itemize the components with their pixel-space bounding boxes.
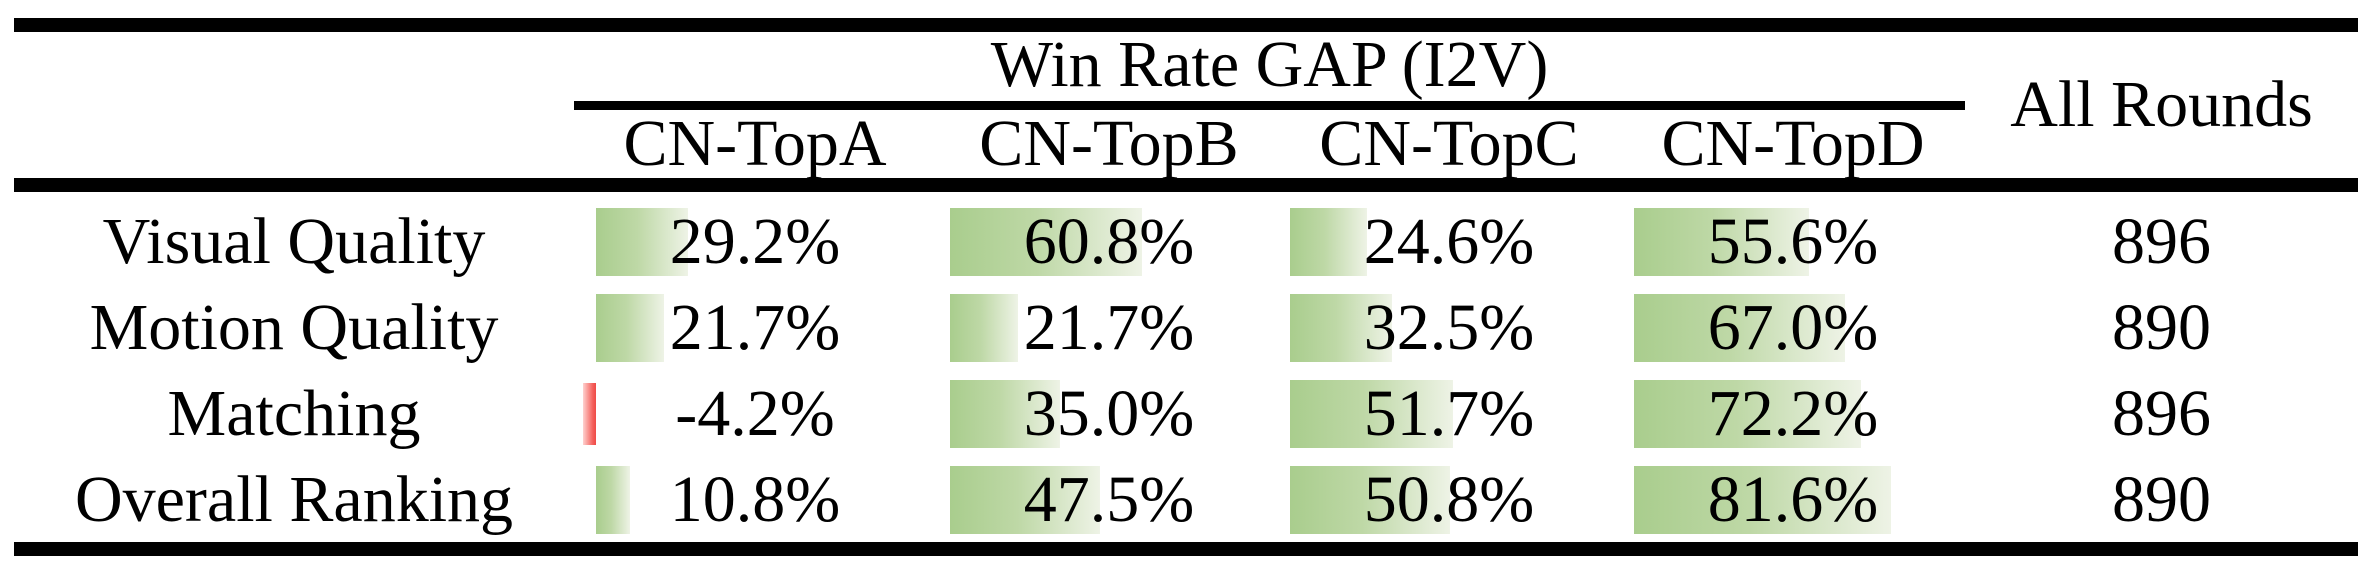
- table-row: Motion Quality 21.7% 21.7% 32.5% 67.0% 8…: [0, 285, 2374, 371]
- data-bar: [950, 208, 1142, 276]
- cell-value: 24.6%: [1363, 205, 1535, 278]
- column-header-all-rounds: All Rounds: [2010, 68, 2313, 141]
- row-label-motion-quality: Motion Quality: [89, 291, 499, 364]
- header-rule: [14, 178, 2358, 192]
- win-rate-cell: 29.2%: [583, 199, 927, 285]
- data-bar: [1634, 294, 1846, 362]
- column-header-cn-topc: CN-TopC: [1319, 107, 1579, 180]
- win-rate-cell: 50.8%: [1277, 457, 1621, 543]
- row-label-overall-ranking: Overall Ranking: [74, 463, 514, 536]
- cell-value: 10.8%: [669, 463, 841, 536]
- win-rate-cell: 21.7%: [583, 285, 927, 371]
- column-header-cn-topb: CN-TopB: [979, 107, 1239, 180]
- bottom-rule: [14, 542, 2358, 556]
- win-rate-cell: 21.7%: [937, 285, 1281, 371]
- table-row: Visual Quality 29.2% 60.8% 24.6% 55.6% 8…: [0, 199, 2374, 285]
- table-row: Matching -4.2% 35.0% 51.7% 72.2% 896: [0, 371, 2374, 457]
- all-rounds-value: 896: [2112, 377, 2211, 450]
- data-bar: [950, 380, 1061, 448]
- cell-value: 60.8%: [1023, 205, 1195, 278]
- data-bar: [596, 294, 665, 362]
- row-label-matching: Matching: [167, 377, 421, 450]
- cell-value: 47.5%: [1023, 463, 1195, 536]
- all-rounds-value: 890: [2112, 291, 2211, 364]
- data-bar: [1634, 466, 1892, 534]
- cell-value: -4.2%: [675, 377, 835, 450]
- win-rate-cell: 55.6%: [1621, 199, 1965, 285]
- all-rounds-value: 896: [2112, 205, 2211, 278]
- data-bar: [596, 208, 688, 276]
- column-header-cn-topa: CN-TopA: [623, 107, 887, 180]
- win-rate-cell: 24.6%: [1277, 199, 1621, 285]
- win-rate-cell: 72.2%: [1621, 371, 1965, 457]
- win-rate-cell: 35.0%: [937, 371, 1281, 457]
- row-label-visual-quality: Visual Quality: [102, 205, 486, 278]
- data-bar: [950, 466, 1100, 534]
- top-rule: [14, 18, 2358, 32]
- cell-value: 29.2%: [669, 205, 841, 278]
- cell-value: 32.5%: [1363, 291, 1535, 364]
- table-title: Win Rate GAP (I2V): [990, 28, 1549, 101]
- data-bar: [582, 383, 596, 445]
- title-span-rule: [574, 101, 1965, 110]
- table-row: Overall Ranking 10.8% 47.5% 50.8% 81.6% …: [0, 457, 2374, 543]
- cell-value: 51.7%: [1363, 377, 1535, 450]
- win-rate-cell: 10.8%: [583, 457, 927, 543]
- cell-value: 55.6%: [1707, 205, 1879, 278]
- win-rate-cell: 51.7%: [1277, 371, 1621, 457]
- data-bar: [1634, 380, 1862, 448]
- column-header-cn-topd: CN-TopD: [1661, 107, 1925, 180]
- data-bar: [1290, 294, 1393, 362]
- win-rate-cell: -4.2%: [582, 371, 927, 457]
- cell-value: 35.0%: [1023, 377, 1195, 450]
- win-rate-cell: 60.8%: [937, 199, 1281, 285]
- all-rounds-value: 890: [2112, 463, 2211, 536]
- win-rate-cell: 81.6%: [1621, 457, 1965, 543]
- cell-value: 50.8%: [1363, 463, 1535, 536]
- data-bar: [1290, 208, 1368, 276]
- win-rate-cell: 32.5%: [1277, 285, 1621, 371]
- cell-value: 72.2%: [1707, 377, 1879, 450]
- cell-value: 21.7%: [1023, 291, 1195, 364]
- data-bar: [1634, 208, 1810, 276]
- data-bar: [950, 294, 1019, 362]
- data-bar: [1290, 380, 1453, 448]
- win-rate-cell: 47.5%: [937, 457, 1281, 543]
- cell-value: 67.0%: [1707, 291, 1879, 364]
- data-bar: [596, 466, 631, 534]
- data-bar: [1290, 466, 1451, 534]
- win-rate-cell: 67.0%: [1621, 285, 1965, 371]
- cell-value: 81.6%: [1707, 463, 1879, 536]
- cell-value: 21.7%: [669, 291, 841, 364]
